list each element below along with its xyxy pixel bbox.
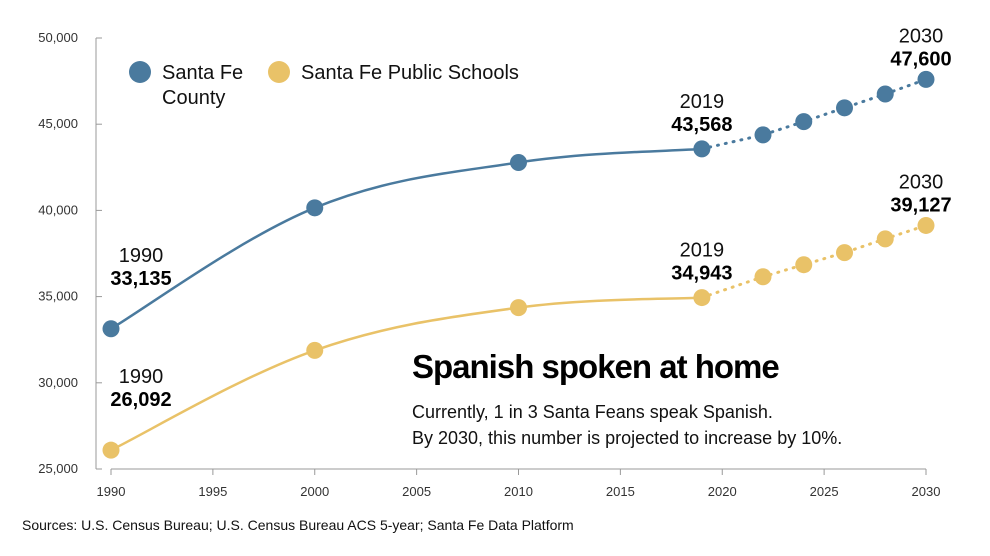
y-tick-label: 25,000: [38, 461, 78, 476]
annotation-value-county: 43,568: [671, 114, 732, 136]
chart-title: Spanish spoken at home: [412, 348, 780, 385]
x-tick-label: 2020: [708, 484, 737, 499]
annotation-year-county: 1990: [119, 245, 164, 267]
data-point-schools: [754, 268, 772, 286]
y-tick-label: 35,000: [38, 289, 78, 304]
legend: Santa Fe County Santa Fe Public Schools: [129, 61, 519, 109]
data-point-county: [693, 140, 711, 158]
data-point-county: [876, 85, 894, 103]
data-point-schools: [306, 341, 324, 359]
data-point-county: [836, 99, 853, 117]
annotation-year-county: 2030: [899, 25, 944, 47]
data-point-schools: [795, 256, 813, 274]
data-point-county: [510, 153, 527, 171]
axes-layer: 25,000 30,000 35,000 40,000 45,000 50,000 1990…: [38, 30, 940, 499]
annotation-year-schools: 1990: [119, 366, 164, 388]
y-tick-label: 50,000: [38, 30, 78, 45]
series-line-schools: [110, 296, 702, 452]
annotation-year-county: 2019: [680, 91, 725, 113]
x-tick-label: 1995: [198, 484, 227, 499]
data-point-county: [306, 199, 324, 217]
series-layer: [102, 70, 935, 459]
data-point-schools: [876, 230, 894, 248]
x-tick-label: 2000: [300, 484, 329, 499]
data-point-schools: [836, 244, 853, 262]
source-note: Sources: U.S. Census Bureau; U.S. Census…: [22, 517, 574, 533]
subtitle-line-2: By 2030, this number is projected to inc…: [412, 428, 843, 448]
legend-label-schools: Santa Fe Public Schools: [301, 62, 519, 84]
data-point-schools: [510, 299, 527, 317]
data-point-county: [102, 320, 120, 338]
data-point-schools: [102, 441, 120, 459]
annotation-value-schools: 34,943: [671, 263, 732, 285]
data-point-county: [917, 70, 935, 88]
data-point-county: [754, 126, 772, 144]
data-point-schools: [693, 289, 711, 307]
annotation-value-schools: 26,092: [110, 389, 171, 411]
x-tick-label: 2030: [912, 484, 941, 499]
x-tick-label: 1990: [97, 484, 126, 499]
annotation-year-schools: 2030: [899, 171, 944, 193]
series-line-county: [110, 147, 702, 330]
y-tick-label: 45,000: [38, 116, 78, 131]
legend-marker-schools: [268, 61, 290, 83]
subtitle-line-1: Currently, 1 in 3 Santa Feans speak Span…: [412, 402, 773, 422]
x-tick-label: 2005: [402, 484, 431, 499]
data-point-county: [795, 113, 813, 131]
annotation-value-schools: 39,127: [890, 194, 951, 216]
x-tick-label: 2025: [810, 484, 839, 499]
legend-marker-county: [129, 61, 151, 83]
y-tick-label: 30,000: [38, 375, 78, 390]
y-tick-label: 40,000: [38, 202, 78, 217]
data-point-schools: [917, 216, 935, 234]
x-tick-label: 2015: [606, 484, 635, 499]
annotation-value-county: 47,600: [890, 48, 951, 70]
annotation-value-county: 33,135: [110, 268, 171, 290]
legend-label-county: Santa Fe County: [162, 62, 249, 109]
annotation-year-schools: 2019: [680, 240, 725, 262]
x-tick-label: 2010: [504, 484, 533, 499]
annotations-layer: 199033,135201943,568203047,600199026,092…: [110, 25, 951, 411]
